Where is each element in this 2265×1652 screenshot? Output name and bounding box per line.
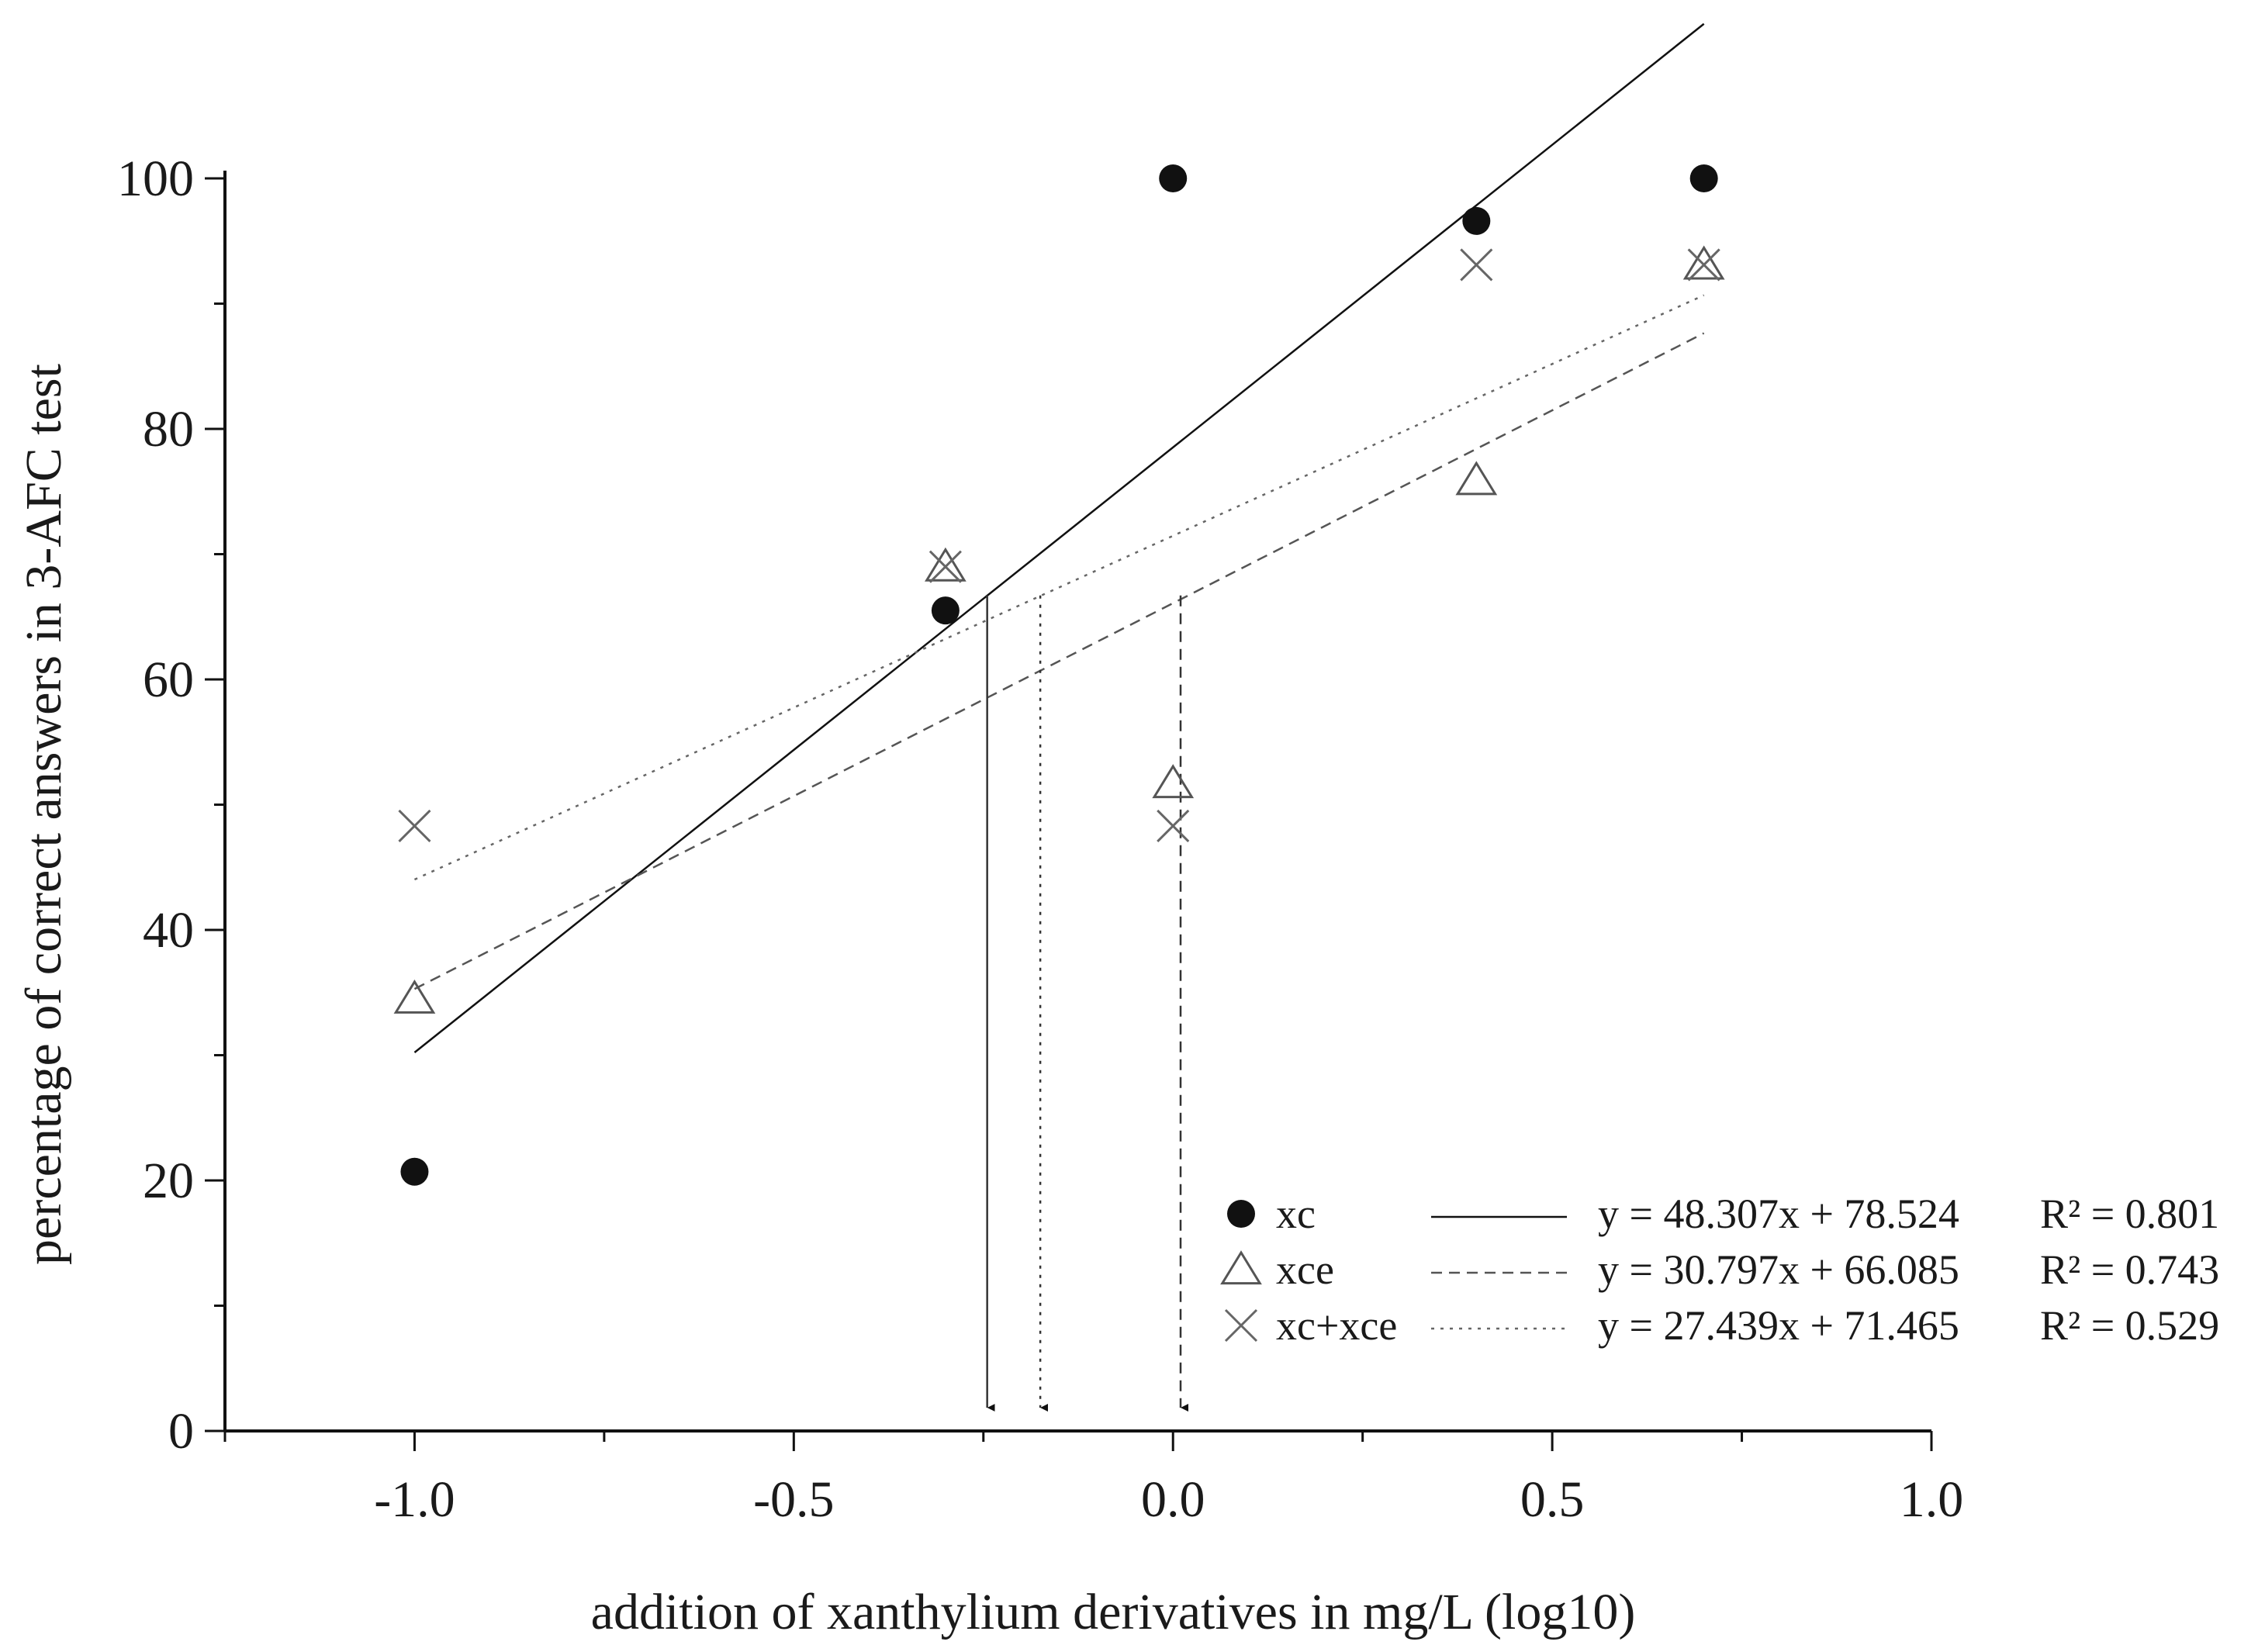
legend-r2-xce: R² = 0.743 — [2040, 1246, 2219, 1293]
data-point-xce — [925, 547, 967, 582]
data-point-xc+xce — [928, 550, 962, 583]
legend-marker-xc — [1227, 1200, 1255, 1228]
data-point-xc — [1159, 164, 1188, 192]
x-tick-label: 0.0 — [1141, 1471, 1205, 1528]
x-axis-title: addition of xanthylium derivatives in mg… — [591, 1584, 1636, 1640]
data-point-xce — [1455, 461, 1498, 496]
data-point-xc — [1462, 206, 1491, 235]
axes: -1.0 -0.5 0.0 0.5 1.0 0 20 40 60 80 100 — [117, 150, 1963, 1528]
legend-r2-xc: R² = 0.801 — [2040, 1191, 2219, 1237]
data-point-xc — [931, 596, 960, 625]
y-tick-label: 60 — [143, 651, 194, 708]
y-tick-label: 20 — [143, 1153, 194, 1209]
legend-label-xce: xce — [1276, 1246, 1334, 1293]
y-tick-label: 0 — [168, 1403, 194, 1460]
x-tick-label: -0.5 — [753, 1471, 834, 1528]
legend-equation-xc: y = 48.307x + 78.524 — [1598, 1191, 1959, 1237]
data-point-xce — [1152, 764, 1195, 799]
legend-label-xc: xc — [1276, 1191, 1316, 1237]
trendlines — [413, 22, 1705, 1053]
y-tick-label: 40 — [143, 902, 194, 959]
legend-marker-xce — [1220, 1250, 1262, 1285]
legend: xc y = 48.307x + 78.524 R² = 0.801 xce y = 3… — [1220, 1191, 2219, 1349]
y-tick-label: 100 — [117, 150, 194, 207]
trendline-xc — [413, 22, 1705, 1053]
y-axis-title: percentage of correct answers in 3-AFC t… — [16, 364, 72, 1265]
legend-r2-xc+xce: R² = 0.529 — [2040, 1302, 2219, 1349]
legend-equation-xce: y = 30.797x + 66.085 — [1598, 1246, 1959, 1293]
data-point-xc — [1689, 164, 1718, 192]
legend-equation-xc+xce: y = 27.439x + 71.465 — [1598, 1302, 1959, 1349]
data-point-xce — [1682, 245, 1725, 280]
data-point-xc+xce — [1687, 248, 1720, 282]
data-point-xc+xce — [1460, 248, 1493, 282]
y-tick-label: 80 — [143, 401, 194, 458]
data-point-xce — [393, 979, 436, 1014]
trendline-xce — [413, 332, 1705, 990]
legend-label-xc+xce: xc+xce — [1276, 1302, 1397, 1349]
x-tick-label: 1.0 — [1900, 1471, 1964, 1528]
data-points — [393, 164, 1725, 1186]
legend-marker-xc+xce — [1224, 1308, 1258, 1343]
data-point-xc+xce — [398, 809, 431, 843]
trendline-xc+xce — [413, 294, 1705, 881]
x-tick-label: -1.0 — [374, 1471, 455, 1528]
data-point-xc — [400, 1157, 429, 1186]
x-tick-label: 0.5 — [1520, 1471, 1585, 1528]
data-point-xc+xce — [1157, 809, 1190, 843]
threshold-arrows — [986, 595, 1188, 1412]
